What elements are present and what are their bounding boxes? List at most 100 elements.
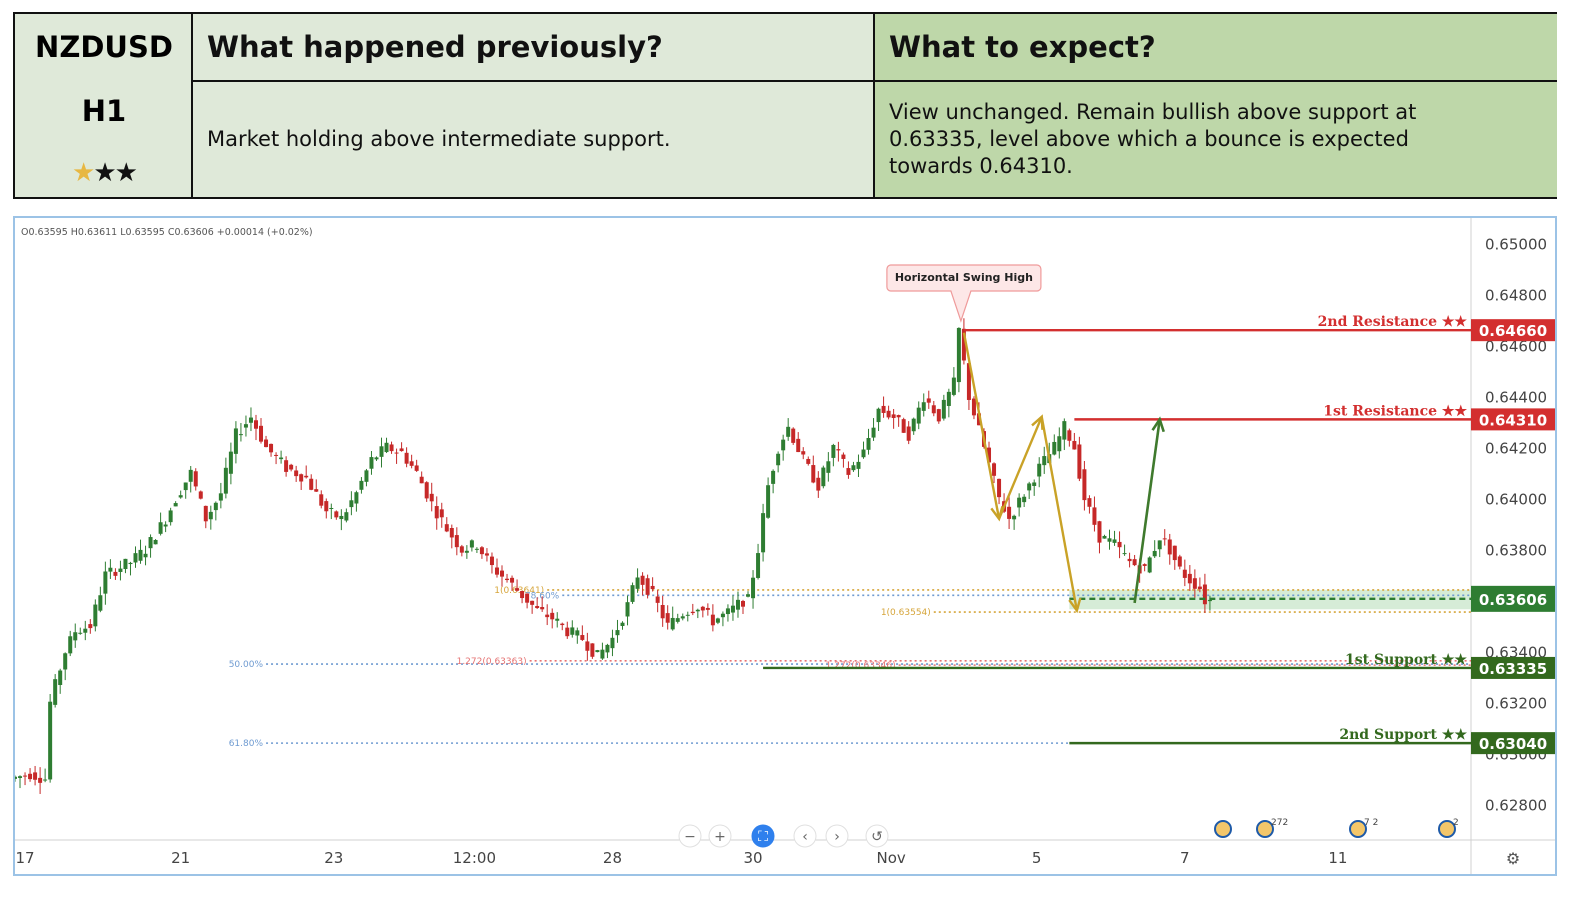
candle-body — [1152, 550, 1157, 557]
toolbar-glyph: ‹ — [802, 829, 808, 845]
candle-body — [264, 439, 269, 448]
price-tag: 0.63335 — [1479, 660, 1547, 678]
candle-body — [118, 568, 123, 572]
candle-body — [640, 575, 645, 585]
toolbar-glyph: ↺ — [871, 829, 883, 845]
y-tick-label: 0.62800 — [1485, 796, 1547, 814]
candle-body — [1042, 456, 1047, 466]
candle-body — [796, 438, 801, 453]
candle-body — [530, 600, 535, 605]
candle-body — [1187, 573, 1192, 584]
candle-body — [93, 604, 98, 627]
scroll-left-icon[interactable]: ‹ — [793, 824, 817, 848]
candle-body — [836, 449, 841, 451]
candle-body — [359, 480, 364, 490]
candle-body — [575, 630, 580, 636]
candle-body — [610, 637, 615, 649]
event-flag-icon — [1349, 820, 1367, 838]
candle-body — [203, 505, 208, 522]
candle-body — [655, 596, 660, 603]
candle-body — [510, 577, 515, 583]
candle-body — [193, 471, 198, 487]
candle-body — [961, 328, 966, 361]
candle-body — [605, 644, 610, 653]
y-tick-label: 0.63200 — [1485, 694, 1547, 712]
expect-text-line: towards 0.64310. — [889, 154, 1073, 178]
candle-body — [1017, 497, 1022, 508]
abc-arrow-head — [1068, 597, 1082, 614]
price-chart[interactable]: 0.65000 0.64800 0.64600 0.64400 0.64200 0.640… — [15, 218, 1555, 874]
reset-icon[interactable]: ↺ — [865, 824, 889, 848]
candle-body — [966, 363, 971, 400]
level-label: 1st Resistance ★★ — [1323, 403, 1467, 419]
candle-body — [505, 578, 510, 581]
zoom-in-icon[interactable]: + — [708, 824, 732, 848]
current-price-box — [1471, 585, 1555, 612]
candle-body — [951, 377, 956, 395]
candle-body — [78, 632, 83, 634]
candle-body — [439, 509, 444, 518]
candle-body — [18, 776, 23, 778]
candle-body — [841, 454, 846, 459]
fib-label: 1.272(0.63346) — [826, 661, 896, 671]
previous-title: What happened previously? — [207, 30, 663, 64]
candle-body — [399, 448, 404, 452]
x-tick-label: 7 — [1180, 849, 1190, 867]
gear-icon[interactable]: ⚙ — [1506, 849, 1520, 868]
candle-body — [971, 398, 976, 416]
price-tag-box — [1471, 408, 1555, 431]
level-label: 2nd Resistance ★★ — [1318, 314, 1468, 330]
zoom-out-icon[interactable]: − — [678, 824, 702, 848]
expect-text-line: View unchanged. Remain bullish above sup… — [889, 100, 1417, 124]
candle-body — [520, 590, 525, 599]
fit-screen-icon[interactable]: ⛶ — [751, 824, 775, 848]
candle-body — [771, 470, 776, 484]
candle-body — [891, 414, 896, 418]
y-tick-label: 0.63400 — [1485, 643, 1547, 661]
candle-body — [826, 461, 831, 473]
candle-body — [163, 524, 168, 527]
candle-body — [715, 618, 720, 623]
scroll-right-icon[interactable]: › — [825, 824, 849, 848]
candle-body — [379, 446, 384, 457]
candle-body — [188, 469, 193, 482]
candle-body — [1192, 578, 1197, 589]
candle-body — [319, 494, 324, 506]
event-badge: 272 — [1271, 818, 1288, 828]
toolbar-glyph: − — [684, 829, 696, 845]
candle-body — [1172, 545, 1177, 561]
candle-body — [233, 428, 238, 454]
candle-body — [53, 679, 58, 705]
expect-text-line: 0.63335, level above which a bounce is e… — [889, 127, 1409, 151]
candle-body — [580, 635, 585, 640]
candle-body — [394, 452, 399, 454]
candle-body — [183, 482, 188, 491]
candle-body — [349, 500, 354, 508]
toolbar-glyph: + — [714, 829, 726, 845]
candle-body — [1072, 440, 1077, 450]
previous-text: Market holding above intermediate suppor… — [207, 127, 671, 151]
candle-body — [1107, 538, 1112, 542]
candle-body — [851, 465, 856, 471]
candle-body — [238, 434, 243, 436]
candle-body — [1207, 599, 1212, 602]
candle-body — [148, 537, 153, 549]
fib-label: 1(0.63554) — [881, 608, 931, 618]
candle-body — [259, 425, 264, 442]
forecast-arrow — [1133, 419, 1162, 604]
candle-body — [1202, 584, 1207, 605]
candle-body — [1117, 541, 1122, 548]
candle-body — [339, 515, 344, 520]
candle-body — [866, 438, 871, 450]
rating-stars: ★★★ — [15, 158, 193, 188]
candle-body — [479, 547, 484, 555]
y-tick-label: 0.64800 — [1485, 286, 1547, 304]
candle-body — [1142, 564, 1147, 566]
candle-body — [595, 650, 600, 653]
candle-body — [1082, 469, 1087, 501]
previous-header-cell: What happened previously? — [193, 14, 875, 82]
previous-body-cell: Market holding above intermediate suppor… — [193, 82, 875, 197]
candle-body — [906, 426, 911, 441]
candle-body — [500, 570, 505, 577]
candle-body — [83, 628, 88, 633]
